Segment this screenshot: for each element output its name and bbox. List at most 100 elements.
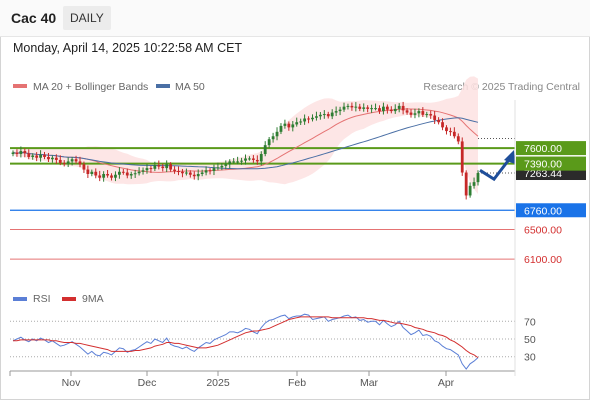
candle-body — [441, 122, 444, 128]
candle-body — [263, 145, 267, 155]
candle-body — [338, 109, 342, 112]
candle-body — [382, 106, 385, 112]
symbol-title: Cac 40 — [11, 10, 57, 26]
candle-body — [393, 108, 397, 112]
candle-body — [291, 124, 295, 128]
candle-body — [19, 151, 23, 155]
moving-averages — [12, 108, 479, 173]
candle-body — [165, 164, 169, 169]
candle-body — [358, 106, 362, 109]
candle-body — [354, 106, 358, 108]
candle-body — [401, 105, 405, 111]
forecast-path — [479, 156, 513, 182]
credit-text: Research © 2025 Trading Central — [423, 81, 580, 93]
candle-body — [208, 170, 212, 172]
rsi-series-rsi — [12, 313, 479, 370]
level-tag-7600 — [516, 141, 586, 156]
candle-body — [39, 154, 42, 158]
level-label-6500: 6500.00 — [524, 225, 562, 237]
candle-body — [409, 112, 413, 115]
candle-body — [330, 112, 334, 117]
candle-body — [110, 175, 113, 178]
candle-body — [259, 154, 263, 162]
candle-body — [389, 109, 393, 112]
ma50-line — [12, 117, 479, 170]
candle-body — [236, 161, 240, 163]
candle-body — [425, 114, 429, 116]
candle-body — [43, 154, 46, 157]
candle-body — [220, 165, 224, 168]
level-labels: 7600.00 7390.00 6760.00 6500.00 6100.00 7263.… — [516, 141, 586, 266]
level-label-6760: 6760.00 — [524, 205, 562, 217]
rsi-panel: 70 50 30 — [10, 313, 536, 370]
candle-body — [66, 161, 70, 164]
ma50-legend-label: MA 50 — [175, 81, 205, 93]
candle-body — [322, 114, 326, 116]
bollinger-bands — [13, 76, 478, 194]
candle-body — [70, 159, 74, 162]
candle-body — [275, 131, 279, 137]
candle-body — [346, 105, 350, 107]
candle-body — [429, 114, 433, 116]
candle-body — [433, 115, 437, 120]
candle-body — [153, 165, 157, 169]
level-tag-7390-top — [516, 156, 586, 171]
candle-body — [58, 159, 62, 163]
candle-body — [385, 106, 389, 110]
header-bar: Cac 40 DAILY — [0, 0, 590, 37]
candle-body — [307, 118, 310, 120]
period-button[interactable]: DAILY — [63, 6, 111, 30]
bollinger-band-area — [13, 76, 478, 194]
candle-body — [299, 121, 303, 123]
candle-body — [161, 166, 165, 169]
candle-body — [472, 182, 476, 186]
candle-body — [255, 159, 259, 162]
candle-body — [74, 159, 78, 162]
candle-body — [102, 174, 106, 178]
main-legend: MA 20 + Bollinger Bands MA 50 Research ©… — [13, 81, 580, 93]
candle-body — [62, 162, 66, 164]
candle-body — [121, 171, 125, 173]
candle-body — [452, 131, 456, 137]
rsi-legend-label: RSI — [33, 293, 51, 305]
candle-body — [129, 174, 133, 176]
candle-body — [149, 168, 153, 170]
candle-body — [125, 172, 129, 176]
candle-body — [405, 110, 409, 113]
candle-body — [374, 108, 377, 110]
ma20-legend-swatch — [13, 84, 27, 88]
rsi-ma-legend-swatch — [62, 297, 76, 301]
x-tick-label: Dec — [138, 377, 157, 389]
candle-body — [251, 158, 255, 160]
level-label-6100: 6100.00 — [524, 254, 562, 266]
price-levels — [10, 137, 515, 260]
candle-body — [23, 151, 27, 154]
candle-body — [181, 171, 184, 174]
x-axis: Nov Dec 2025 Feb Mar Apr — [9, 100, 516, 389]
rsi-legend-swatch — [13, 297, 27, 301]
candle-body — [94, 171, 98, 176]
candle-body — [267, 139, 271, 146]
candle-body — [114, 174, 117, 178]
candle-body — [464, 172, 468, 196]
candle-body — [27, 153, 31, 157]
candle-body — [216, 167, 220, 169]
ma50-legend-swatch — [156, 84, 170, 88]
candle-body — [468, 185, 472, 196]
candle-body — [31, 155, 35, 157]
rsi-series-9ma — [13, 316, 479, 359]
candle-body — [326, 114, 330, 117]
x-tick-label: Feb — [288, 377, 306, 389]
candle-body — [421, 111, 425, 115]
x-tick-label: Apr — [438, 377, 455, 389]
candle-body — [232, 161, 236, 163]
candle-body — [200, 172, 204, 174]
candle-body — [141, 170, 145, 172]
candle-body — [350, 105, 354, 108]
candle-body — [303, 118, 307, 122]
candle-body — [413, 113, 417, 115]
candle-body — [157, 165, 161, 167]
candle-body — [51, 157, 54, 160]
level-label-7390-top: 7390.00 — [524, 159, 562, 171]
